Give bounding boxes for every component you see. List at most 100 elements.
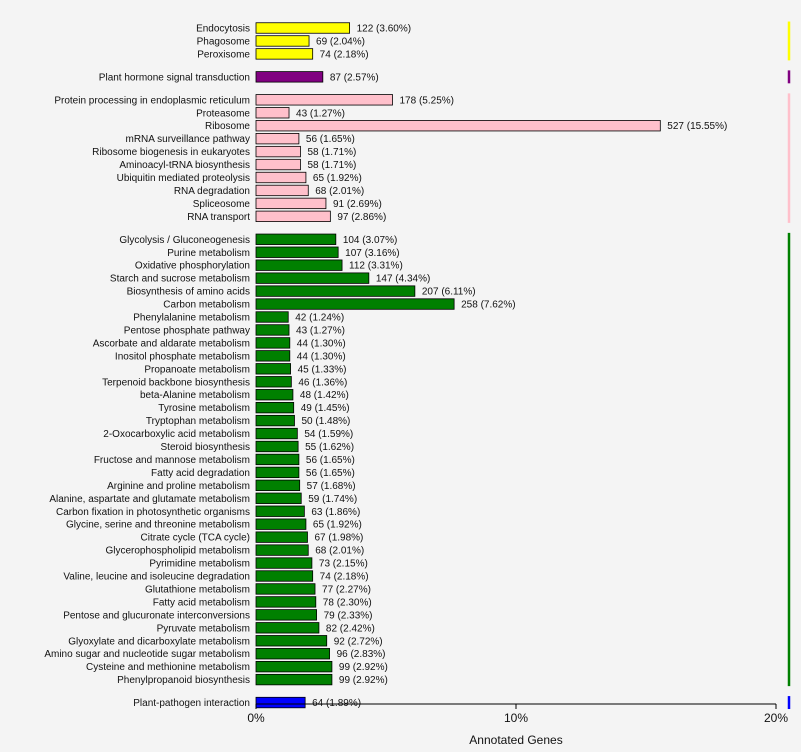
bar xyxy=(255,596,317,608)
bar-value-label: 207 (6.11%) xyxy=(422,287,476,298)
bar-value-label: 74 (2.18%) xyxy=(320,49,369,60)
bar xyxy=(255,246,339,258)
bar-value-label: 78 (2.30%) xyxy=(323,597,372,608)
bar xyxy=(255,324,290,336)
category-label: Glycine, serine and threonine metabolism xyxy=(66,520,250,531)
bar xyxy=(255,479,301,492)
bar xyxy=(255,609,317,621)
bar-value-label: 147 (4.34%) xyxy=(376,274,430,285)
bar-value-label: 46 (1.36%) xyxy=(298,377,347,388)
bar-value-label: 92 (2.72%) xyxy=(334,636,383,647)
category-label: Ubiquitin mediated proteolysis xyxy=(117,173,250,184)
category-label: Proteasome xyxy=(196,108,250,119)
category-label: Steroid biosynthesis xyxy=(161,442,251,453)
bar xyxy=(255,544,309,556)
bar-value-label: 63 (1.86%) xyxy=(311,507,360,518)
bar-value-label: 99 (2.92%) xyxy=(339,662,388,673)
bar-value-label: 99 (2.92%) xyxy=(339,675,388,686)
bar-value-label: 56 (1.65%) xyxy=(306,468,355,479)
category-label: Purine metabolism xyxy=(167,248,250,259)
category-label: RNA degradation xyxy=(174,186,250,197)
category-label: Pyrimidine metabolism xyxy=(149,559,250,570)
bar-value-label: 87 (2.57%) xyxy=(330,72,379,83)
bar-value-label: 58 (1.71%) xyxy=(307,160,356,171)
bars-layer: Endocytosis 122 (3.60%) Phagosome 69 (2.04%… xyxy=(44,22,727,709)
bar-value-label: 104 (3.07%) xyxy=(343,235,397,246)
bar xyxy=(255,363,291,375)
bar-value-label: 48 (1.42%) xyxy=(300,390,349,401)
bar-value-label: 43 (1.27%) xyxy=(296,325,345,336)
category-label: Glyoxylate and dicarboxylate metabolism xyxy=(68,636,250,647)
bar-value-label: 65 (1.92%) xyxy=(313,520,362,531)
category-label: 2-Oxocarboxylic acid metabolism xyxy=(103,429,250,440)
bar xyxy=(255,583,316,595)
bar xyxy=(255,350,291,362)
bar xyxy=(255,71,324,83)
bar xyxy=(255,272,370,284)
bar xyxy=(255,132,300,145)
category-label: Alanine, aspartate and glutamate metabol… xyxy=(49,494,250,505)
bar-value-label: 59 (1.74%) xyxy=(308,494,357,505)
bar-value-label: 45 (1.33%) xyxy=(298,364,347,375)
bar-value-label: 43 (1.27%) xyxy=(296,108,345,119)
bar xyxy=(255,518,307,530)
category-label: Citrate cycle (TCA cycle) xyxy=(141,533,250,544)
bar xyxy=(255,414,295,427)
category-label: Fructose and mannose metabolism xyxy=(94,455,250,466)
category-label: Pentose and glucuronate interconversions xyxy=(63,610,250,621)
bar-value-label: 68 (2.01%) xyxy=(315,546,364,557)
bar xyxy=(255,35,310,47)
category-label: Carbon fixation in photosynthetic organi… xyxy=(56,507,250,518)
bar-value-label: 56 (1.65%) xyxy=(306,455,355,466)
category-label: Valine, leucine and isoleucine degradati… xyxy=(63,572,250,583)
bar xyxy=(255,453,300,466)
category-label: Protein processing in endoplasmic reticu… xyxy=(54,95,250,106)
bar-value-label: 67 (1.98%) xyxy=(314,533,363,544)
category-label: mRNA surveillance pathway xyxy=(126,134,251,145)
category-label: Pyruvate metabolism xyxy=(157,623,250,634)
bar xyxy=(255,622,320,634)
bar-value-label: 55 (1.62%) xyxy=(305,442,354,453)
category-label: Cysteine and methionine metabolism xyxy=(86,662,250,673)
category-label: RNA transport xyxy=(187,212,250,223)
category-label: Phagosome xyxy=(197,36,251,47)
category-label: Plant hormone signal transduction xyxy=(99,72,250,83)
bar-value-label: 82 (2.42%) xyxy=(326,623,375,634)
bar-value-label: 178 (5.25%) xyxy=(400,95,454,106)
bar xyxy=(255,427,298,440)
category-label: Tryptophan metabolism xyxy=(146,416,250,427)
category-label: Aminoacyl-tRNA biosynthesis xyxy=(119,160,250,171)
x-tick-label: 0% xyxy=(247,711,265,725)
bar xyxy=(255,171,307,184)
bar xyxy=(255,376,292,388)
bar-value-label: 258 (7.62%) xyxy=(461,300,515,311)
category-label: Phenylalanine metabolism xyxy=(133,313,250,324)
x-axis-title: Annotated Genes xyxy=(469,733,562,747)
bar-value-label: 122 (3.60%) xyxy=(357,24,411,35)
category-label: Propanoate metabolism xyxy=(144,364,250,375)
category-label: Amino sugar and nucleotide sugar metabol… xyxy=(44,649,250,660)
bar xyxy=(255,389,294,401)
category-label: Ribosome xyxy=(205,121,250,132)
x-tick-label: 20% xyxy=(764,711,788,725)
category-label: Plant-pathogen interaction xyxy=(133,698,250,709)
category-label: Fatty acid metabolism xyxy=(153,597,250,608)
bar xyxy=(255,466,300,479)
bar xyxy=(255,661,333,673)
category-label: Pentose phosphate pathway xyxy=(124,325,250,336)
bar xyxy=(255,210,331,223)
bar-value-label: 57 (1.68%) xyxy=(307,481,356,492)
bar-value-label: 74 (2.18%) xyxy=(320,572,369,583)
bar-value-label: 42 (1.24%) xyxy=(295,313,344,324)
bar xyxy=(255,505,305,517)
bar xyxy=(255,298,455,310)
bar xyxy=(255,120,661,132)
bar-value-label: 44 (1.30%) xyxy=(297,351,346,362)
bar xyxy=(255,311,289,323)
bar-value-label: 97 (2.86%) xyxy=(337,212,386,223)
bar-value-label: 50 (1.48%) xyxy=(301,416,350,427)
bar xyxy=(255,531,308,543)
x-axis: 0% 10% 20% xyxy=(247,703,788,725)
category-label: Oxidative phosphorylation xyxy=(135,261,250,272)
